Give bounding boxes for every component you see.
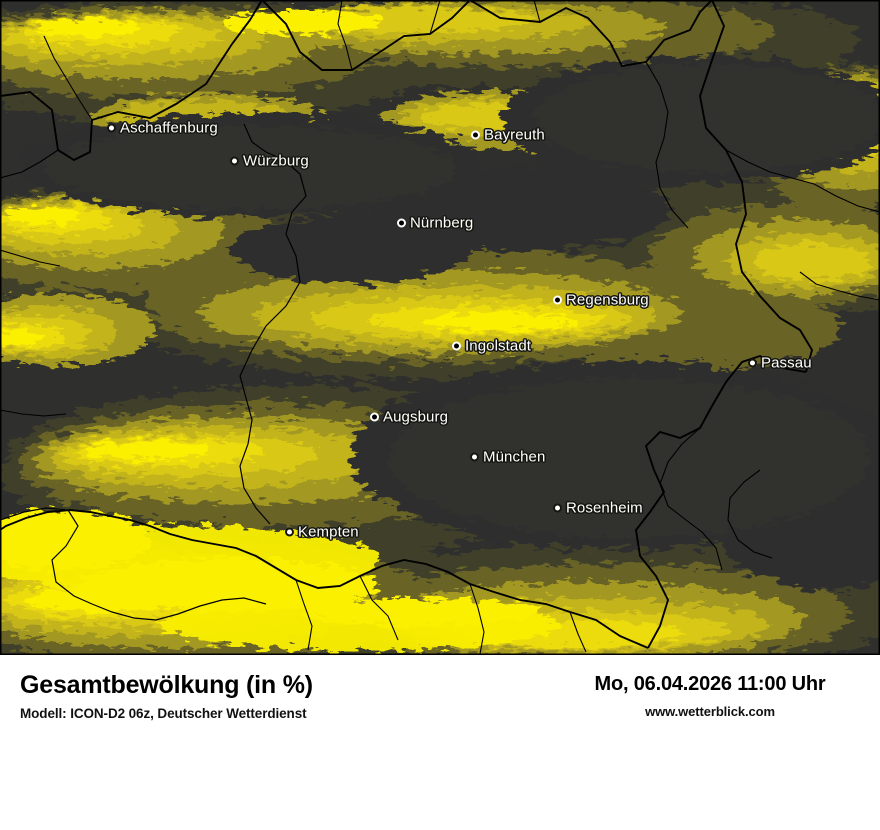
title-block: Gesamtbewölkung (in %) Modell: ICON-D2 0…: [20, 671, 313, 721]
city-marker-icon: [397, 218, 406, 228]
city-name: Aschaffenburg: [120, 119, 218, 137]
city-label-ingolstadt[interactable]: Ingolstadt: [452, 339, 531, 354]
model-subtitle: Modell: ICON-D2 06z, Deutscher Wetterdie…: [20, 706, 307, 721]
city-label-bayreuth[interactable]: Bayreuth: [471, 128, 545, 143]
city-marker-icon: [553, 295, 562, 305]
city-marker-icon: [471, 130, 480, 140]
city-name: Ingolstadt: [465, 337, 532, 355]
city-label-regensburg[interactable]: Regensburg: [553, 293, 649, 308]
city-name: Würzburg: [243, 152, 309, 170]
city-label-munchen[interactable]: München: [470, 450, 545, 465]
valid-time: Mo, 06.04.2026 11:00 Uhr: [594, 673, 826, 695]
map-panel[interactable]: Aschaffenburg Würzburg Bayreuth Nürnberg Reg…: [0, 0, 880, 655]
city-name: Passau: [761, 354, 812, 372]
city-marker-icon: [553, 503, 562, 513]
city-name: Nürnberg: [410, 214, 474, 232]
city-marker-icon: [370, 412, 379, 422]
city-name: Bayreuth: [484, 126, 545, 144]
city-label-passau[interactable]: Passau: [748, 356, 812, 371]
city-marker-icon: [107, 123, 116, 133]
city-name: Rosenheim: [566, 499, 643, 517]
page-title: Gesamtbewölkung (in %): [20, 671, 313, 699]
city-name: München: [483, 448, 546, 466]
city-marker-icon: [285, 527, 294, 537]
city-name: Regensburg: [566, 291, 649, 309]
city-label-kempten[interactable]: Kempten: [285, 525, 359, 540]
site-url: www.wetterblick.com: [645, 704, 775, 719]
city-marker-icon: [452, 341, 461, 351]
city-label-nurnberg[interactable]: Nürnberg: [397, 216, 473, 231]
city-label-aschaffenburg[interactable]: Aschaffenburg: [107, 121, 218, 136]
cloud-cover-raster: [0, 0, 880, 655]
city-marker-icon: [230, 156, 239, 166]
city-label-wurzburg[interactable]: Würzburg: [230, 154, 309, 169]
city-name: Kempten: [298, 523, 359, 541]
footer: Gesamtbewölkung (in %) Modell: ICON-D2 0…: [0, 655, 880, 830]
city-label-augsburg[interactable]: Augsburg: [370, 410, 448, 425]
meta-block: Mo, 06.04.2026 11:00 Uhr www.wetterblick…: [560, 673, 860, 719]
city-marker-icon: [470, 452, 479, 462]
city-label-rosenheim[interactable]: Rosenheim: [553, 501, 643, 516]
city-marker-icon: [748, 358, 757, 368]
city-name: Augsburg: [383, 408, 449, 426]
